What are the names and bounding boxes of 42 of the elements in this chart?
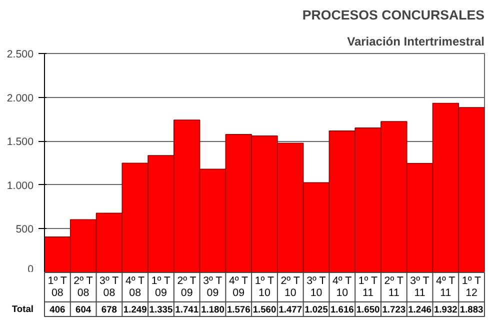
data-label: 1.249 bbox=[123, 304, 147, 315]
x-tick-label: 3º T 08 bbox=[100, 275, 120, 300]
x-tick-label: 2º T 11 bbox=[384, 275, 404, 300]
x-tick-label: 4º T 10 bbox=[332, 275, 352, 300]
x-tick-label: 4º T 08 bbox=[125, 275, 146, 300]
y-tick-label: 500 bbox=[16, 224, 34, 236]
data-label: 1.932 bbox=[434, 304, 458, 315]
data-label: 1.883 bbox=[460, 304, 484, 315]
chart-title: PROCESOS CONCURSALES bbox=[302, 8, 485, 22]
x-tick-label: 4º T 11 bbox=[436, 275, 456, 300]
x-tick-label: 4º T 09 bbox=[228, 275, 249, 300]
x-tick-label: 2º T 08 bbox=[74, 275, 94, 300]
data-label: 1.246 bbox=[408, 304, 432, 315]
x-tick-label: 1º T 08 bbox=[48, 275, 68, 300]
x-tick-label: 2º T 10 bbox=[280, 275, 300, 300]
x-tick-label: 3º T 11 bbox=[410, 275, 430, 300]
data-label: 678 bbox=[101, 304, 117, 315]
data-label: 1.560 bbox=[252, 304, 276, 315]
x-tick-label: 3º T 09 bbox=[203, 275, 223, 300]
x-tick-label: 1º T 12 bbox=[462, 275, 482, 300]
x-tick-label: 3º T 10 bbox=[306, 275, 326, 300]
data-label: 1.025 bbox=[304, 304, 328, 315]
data-label: 1.723 bbox=[382, 304, 406, 315]
y-tick-label: 1.000 bbox=[6, 180, 34, 192]
data-label: 1.616 bbox=[330, 304, 354, 315]
data-label: 1.741 bbox=[175, 304, 199, 315]
data-label: 1.477 bbox=[278, 304, 302, 315]
x-tick-label: 2º T 09 bbox=[177, 275, 197, 300]
y-tick-label: 2.500 bbox=[6, 48, 34, 60]
data-label: 604 bbox=[76, 304, 92, 315]
data-label: 1.180 bbox=[201, 304, 224, 315]
y-tick-label: 2.000 bbox=[6, 92, 34, 104]
data-label: 1.335 bbox=[149, 304, 173, 315]
x-tick-label: 1º T 11 bbox=[358, 275, 378, 300]
data-label: 1.650 bbox=[356, 304, 380, 315]
text: Total bbox=[12, 304, 34, 314]
y-tick-label: 1.500 bbox=[6, 136, 34, 148]
x-tick-label: 1º T 09 bbox=[151, 275, 171, 300]
data-label: 406 bbox=[50, 304, 66, 315]
data-label: 1.576 bbox=[226, 304, 250, 315]
chart-subtitle: Variación Intertrimestral bbox=[347, 34, 484, 48]
x-tick-label: 1º T 10 bbox=[254, 275, 274, 300]
